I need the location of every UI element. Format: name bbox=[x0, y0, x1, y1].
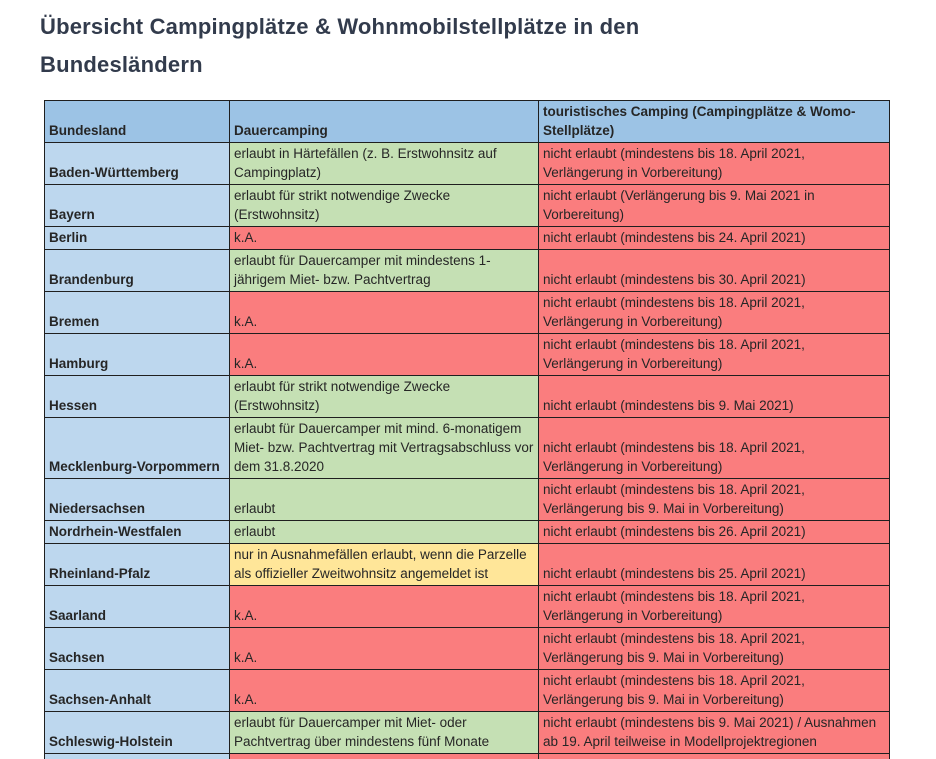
bundesland-cell: Saarland bbox=[44, 585, 230, 628]
bundesland-cell: Mecklenburg-Vorpommern bbox=[44, 417, 230, 479]
dauercamping-cell: k.A. bbox=[229, 627, 539, 670]
dauercamping-cell: erlaubt für Dauercamper mit mind. 6-mona… bbox=[229, 417, 539, 479]
touristisches-camping-cell: nicht erlaubt (mindestens bis 25. April … bbox=[538, 543, 890, 586]
bundesland-cell: Bremen bbox=[44, 291, 230, 334]
column-header-touristisches-camping: touristisches Camping (Campingplätze & W… bbox=[538, 100, 890, 143]
table-row: Mecklenburg-Vorpommern erlaubt für Dauerc… bbox=[44, 417, 890, 479]
table-header-row: Bundesland Dauercamping touristisches Ca… bbox=[44, 100, 890, 143]
dauercamping-cell: erlaubt für Dauercamper mit mindestens 1… bbox=[229, 249, 539, 292]
touristisches-camping-cell: nicht erlaubt (mindestens bis 18. April … bbox=[538, 291, 890, 334]
bundesland-cell: Rheinland-Pfalz bbox=[44, 543, 230, 586]
table-row: Niedersachsen erlaubt nicht erlaubt (minde… bbox=[44, 478, 890, 521]
bundesland-cell: Sachsen-Anhalt bbox=[44, 669, 230, 712]
touristisches-camping-cell: nicht erlaubt (mindestens bis 9. Mai 202… bbox=[538, 375, 890, 418]
column-header-bundesland: Bundesland bbox=[44, 100, 230, 143]
touristisches-camping-cell: nicht erlaubt (mindestens bis 9. Mai 202… bbox=[538, 711, 890, 754]
bundesland-cell: Brandenburg bbox=[44, 249, 230, 292]
column-header-dauercamping: Dauercamping bbox=[229, 100, 539, 143]
touristisches-camping-cell: nicht erlaubt (mindestens bis 24. April … bbox=[538, 226, 890, 250]
touristisches-camping-cell: nicht erlaubt (mindestens bis 18. April … bbox=[538, 142, 890, 185]
bundesland-cell: Schleswig-Holstein bbox=[44, 711, 230, 754]
touristisches-camping-cell: nicht erlaubt (mindestens bis 18. April … bbox=[538, 627, 890, 670]
table-row: Berlin k.A. nicht erlaubt (mindestens bis … bbox=[44, 226, 890, 250]
dauercamping-cell: erlaubt bbox=[229, 520, 539, 544]
bundesland-cell: Bayern bbox=[44, 184, 230, 227]
table-row: Nordrhein-Westfalen erlaubt nicht erlaubt … bbox=[44, 520, 890, 544]
bundesland-cell: Nordrhein-Westfalen bbox=[44, 520, 230, 544]
table-row: Sachsen-Anhalt k.A. nicht erlaubt (mindest… bbox=[44, 669, 890, 712]
table-row: Bayern erlaubt für strikt notwendige Zwec… bbox=[44, 184, 890, 227]
table-row: Sachsen k.A. nicht erlaubt (mindestens bis… bbox=[44, 627, 890, 670]
touristisches-camping-cell: nicht erlaubt (mindestens bis 30. April … bbox=[538, 249, 890, 292]
bundesland-cell: Hessen bbox=[44, 375, 230, 418]
dauercamping-cell: k.A. bbox=[229, 291, 539, 334]
dauercamping-cell: k.A. bbox=[229, 226, 539, 250]
touristisches-camping-cell: nicht erlaubt (Verlängerung bis 9. Mai 2… bbox=[538, 184, 890, 227]
touristisches-camping-cell: nicht erlaubt (mindestens bis 18. April … bbox=[538, 669, 890, 712]
dauercamping-cell: erlaubt für Dauercamper mit Miet- oder P… bbox=[229, 711, 539, 754]
bundesland-cell: Thüringen bbox=[44, 753, 230, 759]
table-row: Rheinland-Pfalz nur in Ausnahmefällen erl… bbox=[44, 543, 890, 586]
dauercamping-cell: erlaubt für strikt notwendige Zwecke (Er… bbox=[229, 375, 539, 418]
bundesland-cell: Baden-Württemberg bbox=[44, 142, 230, 185]
camping-regulations-table: Bundesland Dauercamping touristisches Ca… bbox=[44, 100, 890, 759]
bundesland-cell: Niedersachsen bbox=[44, 478, 230, 521]
table-row: Saarland k.A. nicht erlaubt (mindestens bi… bbox=[44, 585, 890, 628]
table-body: Baden-Württemberg erlaubt in Härtefällen … bbox=[44, 142, 890, 759]
touristisches-camping-cell: nicht erlaubt (mindestens bis 26. April … bbox=[538, 520, 890, 544]
dauercamping-cell: erlaubt bbox=[229, 478, 539, 521]
table-row: Thüringenk.A.nicht erlaubt (mindestens b… bbox=[44, 753, 890, 759]
dauercamping-cell: erlaubt für strikt notwendige Zwecke (Er… bbox=[229, 184, 539, 227]
table-row: Schleswig-Holstein erlaubt für Dauercampe… bbox=[44, 711, 890, 754]
table-row: Baden-Württemberg erlaubt in Härtefällen … bbox=[44, 142, 890, 185]
dauercamping-cell: k.A. bbox=[229, 669, 539, 712]
table-row: Hamburg k.A. nicht erlaubt (mindestens bis… bbox=[44, 333, 890, 376]
table-row: Hessen erlaubt für strikt notwendige Zwec… bbox=[44, 375, 890, 418]
touristisches-camping-cell: nicht erlaubt (mindestens bis 18. April … bbox=[538, 478, 890, 521]
touristisches-camping-cell: nicht erlaubt (mindestens bis 18. April … bbox=[538, 417, 890, 479]
table-row: Bremen k.A. nicht erlaubt (mindestens bis … bbox=[44, 291, 890, 334]
table-row: Brandenburg erlaubt für Dauercamper mit m… bbox=[44, 249, 890, 292]
touristisches-camping-cell: nicht erlaubt (mindestens bis 18. April … bbox=[538, 333, 890, 376]
touristisches-camping-cell: nicht erlaubt (mindestens bis 18. April … bbox=[538, 585, 890, 628]
bundesland-cell: Hamburg bbox=[44, 333, 230, 376]
dauercamping-cell: nur in Ausnahmefällen erlaubt, wenn die … bbox=[229, 543, 539, 586]
bundesland-cell: Berlin bbox=[44, 226, 230, 250]
dauercamping-cell: k.A. bbox=[229, 333, 539, 376]
dauercamping-cell: k.A. bbox=[229, 585, 539, 628]
page-title: Übersicht Campingplätze & Wohnmobilstell… bbox=[40, 14, 640, 77]
bundesland-cell: Sachsen bbox=[44, 627, 230, 670]
dauercamping-cell: k.A. bbox=[229, 753, 539, 759]
touristisches-camping-cell: nicht erlaubt (mindestens bis 24. April … bbox=[538, 753, 890, 759]
dauercamping-cell: erlaubt in Härtefällen (z. B. Erstwohnsi… bbox=[229, 142, 539, 185]
